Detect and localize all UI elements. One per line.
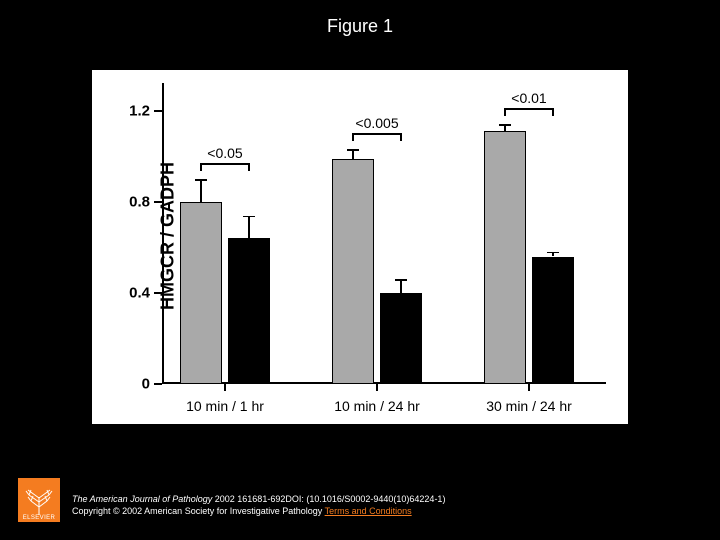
ytick-label: 1.2: [106, 102, 150, 119]
tree-icon: [22, 485, 56, 515]
copyright-text: Copyright © 2002 American Society for In…: [72, 506, 322, 516]
ytick-mark: [154, 201, 162, 203]
bar: [332, 159, 374, 384]
error-cap: [347, 149, 359, 151]
y-axis: [162, 83, 164, 384]
significance-line: [505, 108, 553, 110]
error-cap: [243, 216, 255, 218]
publisher-name: ELSEVIER: [23, 515, 56, 521]
significance-drop: [248, 163, 250, 171]
significance-drop: [504, 108, 506, 116]
ytick-label: 0: [106, 376, 150, 393]
significance-label: <0.05: [207, 145, 242, 161]
ytick-label: 0.8: [106, 193, 150, 210]
chart-plot: HMGCR / GADPH 00.40.81.2<0.0510 min / 1 …: [162, 88, 606, 384]
ytick-mark: [154, 110, 162, 112]
journal-name: The American Journal of Pathology: [72, 494, 212, 504]
citation: The American Journal of Pathology 2002 1…: [72, 493, 445, 518]
xtick-label: 10 min / 1 hr: [186, 398, 264, 414]
error-cap: [499, 124, 511, 126]
xtick-label: 10 min / 24 hr: [334, 398, 420, 414]
significance-label: <0.005: [355, 115, 398, 131]
error-bar: [200, 179, 202, 202]
error-cap: [195, 179, 207, 181]
publisher-logo: ELSEVIER: [18, 478, 60, 522]
ytick-label: 0.4: [106, 284, 150, 301]
significance-line: [201, 163, 249, 165]
citation-line-2: Copyright © 2002 American Society for In…: [72, 505, 445, 518]
error-bar: [400, 279, 402, 293]
bar: [228, 238, 270, 384]
ytick-mark: [154, 292, 162, 294]
figure-title: Figure 1: [0, 16, 720, 37]
significance-label: <0.01: [511, 90, 546, 106]
significance-drop: [552, 108, 554, 116]
significance-line: [353, 133, 401, 135]
xtick-mark: [528, 384, 530, 391]
significance-drop: [200, 163, 202, 171]
xtick-mark: [224, 384, 226, 391]
significance-drop: [400, 133, 402, 141]
ytick-mark: [154, 383, 162, 385]
bar: [180, 202, 222, 384]
chart-area: HMGCR / GADPH 0 0.4 0.8 1.2 <0.05 10 min / 1 …: [92, 70, 628, 424]
xtick-mark: [376, 384, 378, 391]
bar: [484, 131, 526, 384]
significance-drop: [352, 133, 354, 141]
error-cap: [395, 279, 407, 281]
error-bar: [248, 216, 250, 239]
citation-details: 2002 161681-692DOI: (10.1016/S0002-9440(…: [215, 494, 446, 504]
y-axis-label: HMGCR / GADPH: [158, 162, 179, 310]
bar: [380, 293, 422, 384]
slide: Figure 1 HMGCR / GADPH 0 0.4 0.8 1.2 <0.05 10…: [0, 0, 720, 540]
xtick-label: 30 min / 24 hr: [486, 398, 572, 414]
bar: [532, 257, 574, 385]
terms-link[interactable]: Terms and Conditions: [325, 506, 412, 516]
citation-line-1: The American Journal of Pathology 2002 1…: [72, 493, 445, 506]
error-cap: [547, 252, 559, 254]
